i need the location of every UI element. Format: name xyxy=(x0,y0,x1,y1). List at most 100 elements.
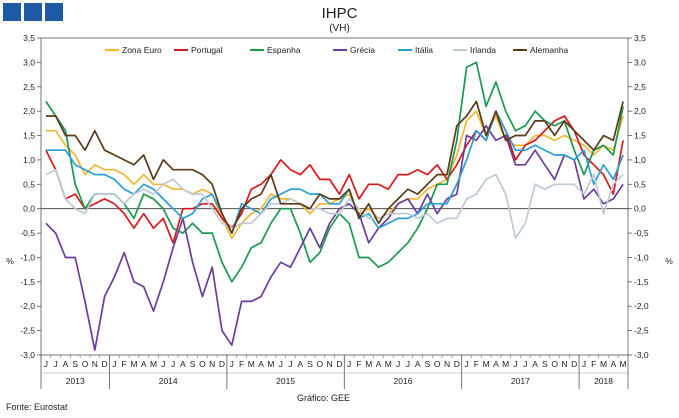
series-line-espanha xyxy=(45,61,624,283)
source-note: Fonte: Eurostat xyxy=(6,402,68,412)
x-month-label: N xyxy=(327,359,333,369)
chart-subtitle: (VH) xyxy=(329,23,350,34)
x-month-label: A xyxy=(297,359,303,369)
y-tick-label-right: 1,0 xyxy=(634,155,646,165)
x-month-label: J xyxy=(513,359,517,369)
x-month-label: M xyxy=(150,359,157,369)
x-month-label: O xyxy=(199,359,206,369)
x-year-label: 2018 xyxy=(594,376,613,386)
x-month-label: J xyxy=(406,359,410,369)
y-tick-label-right: -1,0 xyxy=(634,252,649,262)
x-month-label: A xyxy=(610,359,616,369)
legend-label: Espanha xyxy=(267,45,301,55)
x-month-label: M xyxy=(502,359,509,369)
x-month-label: F xyxy=(356,359,361,369)
x-month-label: A xyxy=(376,359,382,369)
x-month-label: S xyxy=(190,359,196,369)
x-month-label: A xyxy=(180,359,186,369)
y-tick-label-left: 3,0 xyxy=(23,57,35,67)
x-month-label: J xyxy=(523,359,527,369)
x-month-label: J xyxy=(112,359,116,369)
x-month-label: D xyxy=(336,359,342,369)
header-square-3 xyxy=(45,3,63,21)
x-month-label: M xyxy=(248,359,255,369)
header-square-2 xyxy=(24,3,42,21)
x-month-label: F xyxy=(122,359,127,369)
legend-label: Itália xyxy=(415,45,433,55)
x-month-label: N xyxy=(444,359,450,369)
x-month-label: J xyxy=(288,359,292,369)
header-square-1 xyxy=(3,3,21,21)
y-tick-label-left: 1,0 xyxy=(23,155,35,165)
y-tick-label-left: 1,5 xyxy=(23,131,35,141)
chart-credit: Gráfico: GEE xyxy=(297,393,351,403)
legend-label: Zona Euro xyxy=(122,45,162,55)
x-year-label: 2016 xyxy=(394,376,413,386)
x-month-label: A xyxy=(493,359,499,369)
y-tick-label-left: -3,0 xyxy=(20,350,35,360)
x-month-label: N xyxy=(92,359,98,369)
y-tick-label-right: 2,0 xyxy=(634,106,646,116)
x-month-label: N xyxy=(209,359,215,369)
y-tick-label-right: -2,0 xyxy=(634,301,649,311)
y-tick-label-right: 0,0 xyxy=(634,204,646,214)
x-month-label: M xyxy=(385,359,392,369)
y-tick-label-left: 2,5 xyxy=(23,82,35,92)
x-month-label: J xyxy=(161,359,165,369)
x-month-label: S xyxy=(425,359,431,369)
x-month-label: M xyxy=(483,359,490,369)
x-month-label: A xyxy=(63,359,69,369)
series-line-portugal xyxy=(45,110,624,244)
series-line-gr-cia xyxy=(45,124,624,351)
y-tick-label-left: 0,0 xyxy=(23,204,35,214)
y-axis-label-right: % xyxy=(665,256,673,266)
x-month-label: J xyxy=(396,359,400,369)
x-month-label: M xyxy=(365,359,372,369)
y-tick-label-left: -1,0 xyxy=(20,252,35,262)
x-month-label: S xyxy=(542,359,548,369)
x-month-label: J xyxy=(171,359,175,369)
x-year-label: 2013 xyxy=(66,376,85,386)
x-month-label: J xyxy=(44,359,48,369)
x-month-label: S xyxy=(307,359,313,369)
x-month-label: D xyxy=(219,359,225,369)
x-month-label: M xyxy=(267,359,274,369)
y-tick-label-left: -2,5 xyxy=(20,326,35,336)
x-month-label: O xyxy=(434,359,441,369)
x-month-label: J xyxy=(347,359,351,369)
y-tick-label-left: 0,5 xyxy=(23,179,35,189)
y-axis-label-left: % xyxy=(6,256,14,266)
x-month-label: O xyxy=(317,359,324,369)
x-year-label: 2015 xyxy=(276,376,295,386)
y-tick-label-right: -0,5 xyxy=(634,228,649,238)
x-month-label: M xyxy=(130,359,137,369)
plot-area xyxy=(40,37,629,356)
legend-label: Irlanda xyxy=(470,45,496,55)
x-month-label: J xyxy=(279,359,283,369)
legend-label: Grécia xyxy=(350,45,375,55)
series-line-it-lia xyxy=(45,110,624,234)
y-tick-label-right: 2,5 xyxy=(634,82,646,92)
legend-label: Alemanha xyxy=(530,45,569,55)
x-month-label: F xyxy=(591,359,596,369)
x-month-label: F xyxy=(239,359,244,369)
x-month-label: A xyxy=(141,359,147,369)
legend-label: Portugal xyxy=(191,45,223,55)
x-month-label: M xyxy=(600,359,607,369)
x-month-label: M xyxy=(620,359,627,369)
chart-title: IHPC xyxy=(321,5,358,22)
x-month-label: A xyxy=(258,359,264,369)
x-month-label: N xyxy=(561,359,567,369)
y-tick-label-left: 2,0 xyxy=(23,106,35,116)
y-tick-label-right: 3,5 xyxy=(634,33,646,43)
x-month-label: D xyxy=(571,359,577,369)
y-tick-label-right: -2,5 xyxy=(634,326,649,336)
y-tick-label-right: 0,5 xyxy=(634,179,646,189)
y-tick-label-right: 1,5 xyxy=(634,131,646,141)
y-tick-label-left: -1,5 xyxy=(20,277,35,287)
x-month-label: F xyxy=(474,359,479,369)
y-tick-label-left: -0,5 xyxy=(20,228,35,238)
series-line-alemanha xyxy=(45,100,624,234)
y-tick-label-left: -2,0 xyxy=(20,301,35,311)
